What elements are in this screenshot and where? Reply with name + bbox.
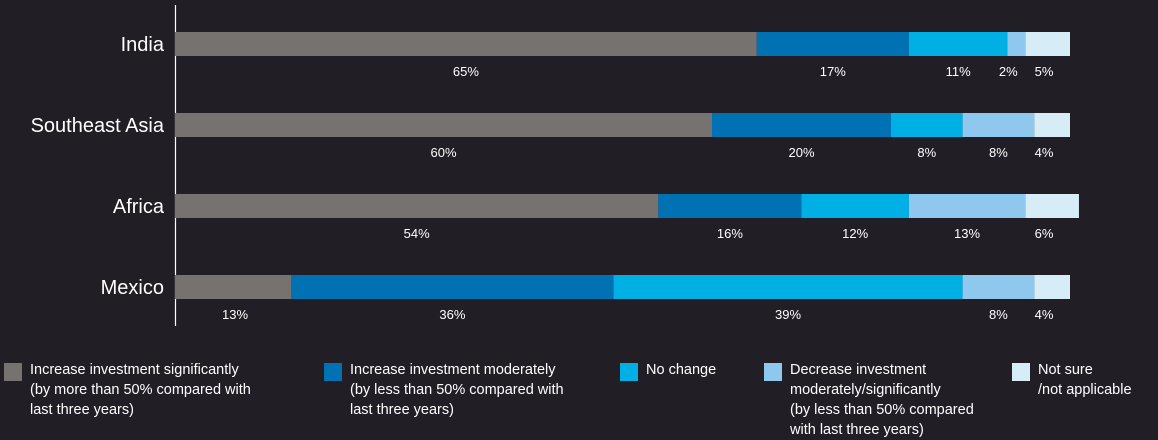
bar-southeast-asia-series-1 [712, 113, 891, 137]
legend-item-increase-significantly: Increase investment significantly (by mo… [4, 360, 251, 420]
data-label-africa-series-0: 54% [404, 226, 430, 241]
data-label-africa-series-4: 6% [1035, 226, 1054, 241]
legend-swatch-decrease [764, 363, 782, 381]
category-label-southeast-asia: Southeast Asia [31, 115, 165, 137]
data-label-india-series-0: 65% [453, 64, 479, 79]
data-label-africa-series-1: 16% [717, 226, 743, 241]
data-label-mexico-series-0: 13% [222, 307, 248, 322]
legend-swatch-increase-moderately [324, 363, 342, 381]
legend-item-no-change: No change [620, 360, 716, 381]
category-label-india: India [121, 34, 165, 56]
data-label-india-series-1: 17% [820, 64, 846, 79]
bar-india-series-2 [908, 32, 1008, 56]
bar-india-series-1 [756, 32, 909, 56]
legend-label-increase-moderately: Increase investment moderately (by less … [350, 362, 564, 418]
data-label-india-series-3: 2% [999, 64, 1018, 79]
bar-india-series-4 [1025, 32, 1070, 56]
data-label-southeast-asia-series-0: 60% [430, 145, 456, 160]
bar-africa-series-3 [908, 194, 1026, 218]
legend-swatch-no-change [620, 363, 638, 381]
legend-item-decrease: Decrease investment moderately/significa… [764, 360, 974, 440]
legend: Increase investment significantly (by mo… [0, 352, 1158, 438]
stacked-bar-chart: India 65% 17% 11% 2% 5% Southeast Asia 60% 20% 8%… [31, 5, 1079, 326]
data-label-southeast-asia-series-3: 8% [989, 145, 1008, 160]
data-label-india-series-4: 5% [1035, 64, 1054, 79]
legend-label-no-change: No change [646, 362, 717, 378]
bar-mexico-series-4 [1034, 275, 1070, 299]
bar-mexico-series-2 [613, 275, 963, 299]
bar-mexico-series-3 [962, 275, 1035, 299]
bar-southeast-asia-series-0 [175, 113, 712, 137]
bar-southeast-asia-series-2 [891, 113, 963, 137]
bar-africa-series-1 [658, 194, 802, 218]
bar-southeast-asia-series-3 [962, 113, 1035, 137]
legend-swatch-not-sure [1012, 363, 1030, 381]
bar-mexico-series-1 [291, 275, 614, 299]
legend-label-increase-significantly: Increase investment significantly (by mo… [30, 362, 251, 418]
bar-africa-series-0 [175, 194, 659, 218]
category-label-mexico: Mexico [101, 277, 164, 299]
bar-india-series-0 [175, 32, 757, 56]
data-label-southeast-asia-series-1: 20% [788, 145, 814, 160]
bar-southeast-asia-series-4 [1034, 113, 1070, 137]
legend-item-increase-moderately: Increase investment moderately (by less … [324, 360, 564, 420]
data-label-southeast-asia-series-4: 4% [1035, 145, 1054, 160]
data-label-mexico-series-3: 8% [989, 307, 1008, 322]
data-label-mexico-series-4: 4% [1035, 307, 1054, 322]
bar-africa-series-2 [801, 194, 909, 218]
bar-mexico-series-0 [175, 275, 292, 299]
legend-swatch-increase-significantly [4, 363, 22, 381]
legend-label-decrease: Decrease investment moderately/significa… [790, 362, 974, 438]
data-label-africa-series-2: 12% [842, 226, 868, 241]
category-label-africa: Africa [113, 196, 165, 218]
legend-label-not-sure: Not sure /not applicable [1038, 362, 1132, 398]
data-label-mexico-series-2: 39% [775, 307, 801, 322]
data-label-india-series-2: 11% [946, 64, 971, 79]
bar-africa-series-4 [1025, 194, 1079, 218]
bar-india-series-3 [1007, 32, 1026, 56]
data-label-africa-series-3: 13% [954, 226, 980, 241]
legend-item-not-sure: Not sure /not applicable [1012, 360, 1132, 400]
data-label-southeast-asia-series-2: 8% [917, 145, 936, 160]
data-label-mexico-series-1: 36% [439, 307, 465, 322]
